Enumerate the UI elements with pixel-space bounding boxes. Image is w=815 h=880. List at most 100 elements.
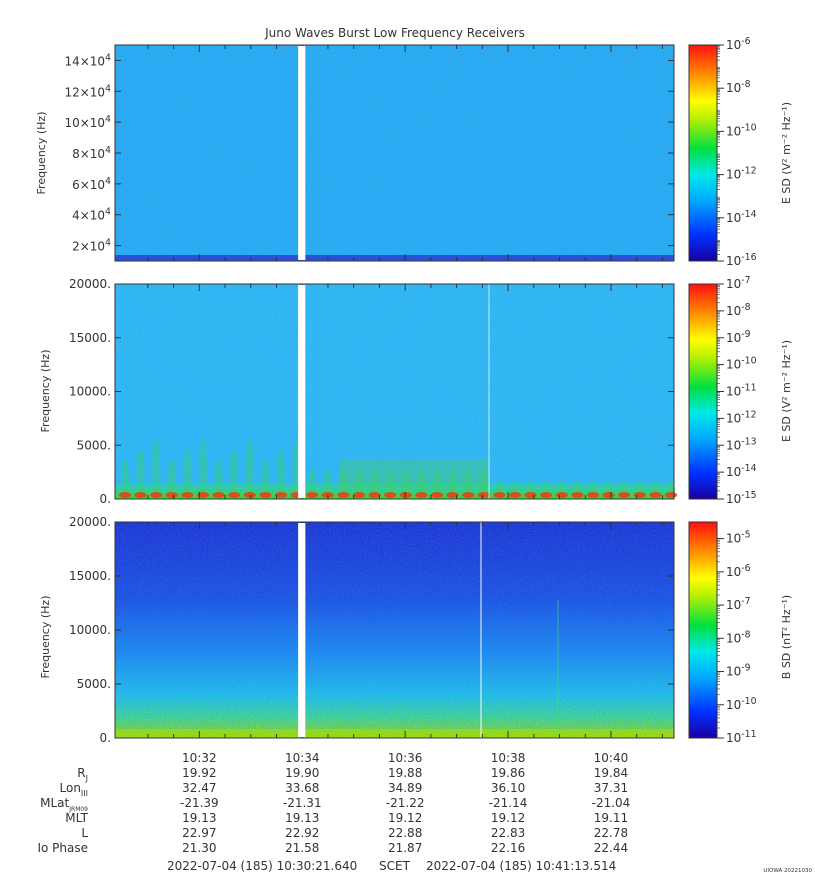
colorbar-tick-label: 10-12 <box>726 409 757 425</box>
emission-spike <box>136 449 145 499</box>
ephemeris-value: 21.87 <box>388 841 422 855</box>
time-tick-label: 10:32 <box>182 751 217 765</box>
emission-hotspot <box>462 492 475 498</box>
ephemeris-value: 32.47 <box>182 781 216 795</box>
colorbar-tick-label: 10-14 <box>726 209 757 225</box>
ephemeris-value: 19.86 <box>491 766 525 780</box>
footer-end-time: 2022-07-04 (185) 10:41:13.514 <box>426 859 616 873</box>
colorbar-tick-label: 10-5 <box>726 530 751 546</box>
colorbar-3-label: B SD (nT² Hz⁻¹) <box>780 595 793 679</box>
emission-hotspot <box>368 492 381 498</box>
ytick-label: 20000. <box>69 515 111 529</box>
emission-spike <box>277 449 285 499</box>
emission-spike <box>401 469 410 499</box>
emission-hotspot <box>181 492 194 498</box>
emission-hotspot <box>571 492 584 498</box>
emission-hotspot <box>119 492 131 498</box>
emission-hotspot <box>197 492 209 498</box>
panel-3: 0. 5000. 10000. 15000. 20000. Frequency (Hz) <box>39 515 675 745</box>
colorbar-tick-label: 10-10 <box>726 356 757 372</box>
ephemeris-row-label: MLatJRM09 <box>40 796 88 813</box>
colorbar-tick-label: 10-16 <box>726 252 757 268</box>
emission-burst <box>340 459 490 489</box>
ytick-label: 8×104 <box>72 145 111 161</box>
ephemeris-value: 34.89 <box>388 781 422 795</box>
figure-title: Juno Waves Burst Low Frequency Receivers <box>264 26 525 40</box>
emission-hotspot <box>399 492 412 498</box>
panel-2-noise <box>115 284 674 499</box>
panel-2-emission <box>115 439 677 499</box>
emission-hotspot <box>306 492 319 498</box>
colorbar-2 <box>688 283 718 500</box>
ytick-label: 10×104 <box>64 114 111 130</box>
colorbar-tick-label: 10-7 <box>726 596 751 612</box>
ephemeris-row-label: Io Phase <box>37 841 88 855</box>
ephemeris-value: -21.04 <box>592 796 631 810</box>
emission-spike <box>121 459 129 499</box>
emission-spike <box>355 469 363 499</box>
colorbar-2-label: E SD (V² m⁻² Hz⁻¹) <box>780 340 793 442</box>
ytick-label: 10000. <box>69 623 111 637</box>
colorbar-tick-label: 10-6 <box>726 36 751 52</box>
emission-spike <box>199 439 207 499</box>
ytick-label: 10000. <box>69 385 111 399</box>
panel-3-low-band <box>115 729 674 738</box>
emission-spike <box>245 439 254 499</box>
panel-3-ylabel: Frequency (Hz) <box>39 596 52 679</box>
emission-spike <box>230 449 239 499</box>
colorbar-1-label: E SD (V² m⁻² Hz⁻¹) <box>780 102 793 204</box>
ephemeris-value: -21.31 <box>283 796 322 810</box>
emission-hotspot <box>618 492 631 498</box>
ytick-label: 0. <box>100 492 111 506</box>
ephemeris-row-label: L <box>81 826 88 840</box>
ephemeris-value: 22.83 <box>491 826 525 840</box>
colorbar-tick-label: 10-6 <box>726 563 751 579</box>
panel-2-ylabel: Frequency (Hz) <box>39 350 52 433</box>
panel-1-base-band <box>115 255 674 261</box>
colorbar-tick-label: 10-12 <box>726 166 757 182</box>
colorbar-tick-label: 10-11 <box>726 383 757 399</box>
ephemeris-value: 36.10 <box>491 781 525 795</box>
ephemeris-table: RJ 19.92 19.90 19.88 19.86 19.84 LonIII 32.47 33… <box>37 766 630 855</box>
footer-credit: UIOWA 20221030 <box>763 868 812 874</box>
ephemeris-value: 22.97 <box>182 826 216 840</box>
ytick-label: 12×104 <box>64 83 111 99</box>
emission-spike <box>433 469 441 499</box>
panel-1-ylabel: Frequency (Hz) <box>35 112 48 195</box>
emission-hotspot <box>431 492 443 498</box>
emission-spike <box>261 459 270 499</box>
ephemeris-value: 22.78 <box>594 826 628 840</box>
ephemeris-value: 22.16 <box>491 841 525 855</box>
colorbars: E SD (V² m⁻² Hz⁻¹) E SD (V² m⁻² Hz⁻¹) B … <box>688 36 793 745</box>
ephemeris-value: 19.11 <box>594 811 628 825</box>
emission-spike <box>167 459 176 499</box>
emission-hotspot <box>493 492 506 498</box>
colorbar-tick-label: 10-8 <box>726 79 751 95</box>
colorbar-tick-label: 10-10 <box>726 696 757 712</box>
emission-hotspot <box>134 492 147 498</box>
ytick-label: 15000. <box>69 331 111 345</box>
ytick-label: 14×104 <box>64 52 111 68</box>
emission-spike <box>152 439 161 499</box>
colorbar-tick-label: 10-9 <box>726 329 751 345</box>
ephemeris-value: 19.12 <box>491 811 525 825</box>
emission-spike <box>214 459 223 499</box>
emission-hotspot <box>665 492 677 498</box>
emission-hotspot <box>337 492 350 498</box>
colorbar-tick-label: 10-10 <box>726 122 757 138</box>
emission-hotspot <box>540 492 553 498</box>
emission-hotspot <box>212 492 225 498</box>
ephemeris-value: 19.92 <box>182 766 216 780</box>
ephemeris-value: -21.22 <box>386 796 425 810</box>
ytick-label: 6×104 <box>72 176 111 192</box>
emission-hotspot <box>555 492 568 498</box>
ephemeris-row-label: RJ <box>77 766 88 783</box>
ytick-label: 5000. <box>77 438 111 452</box>
time-tick-label: 10:40 <box>594 751 629 765</box>
emission-hotspot <box>275 492 287 498</box>
emission-hotspot <box>384 492 397 498</box>
emission-hotspot <box>353 492 365 498</box>
ytick-label: 2×104 <box>72 238 111 254</box>
panel-1-frame <box>114 44 675 262</box>
